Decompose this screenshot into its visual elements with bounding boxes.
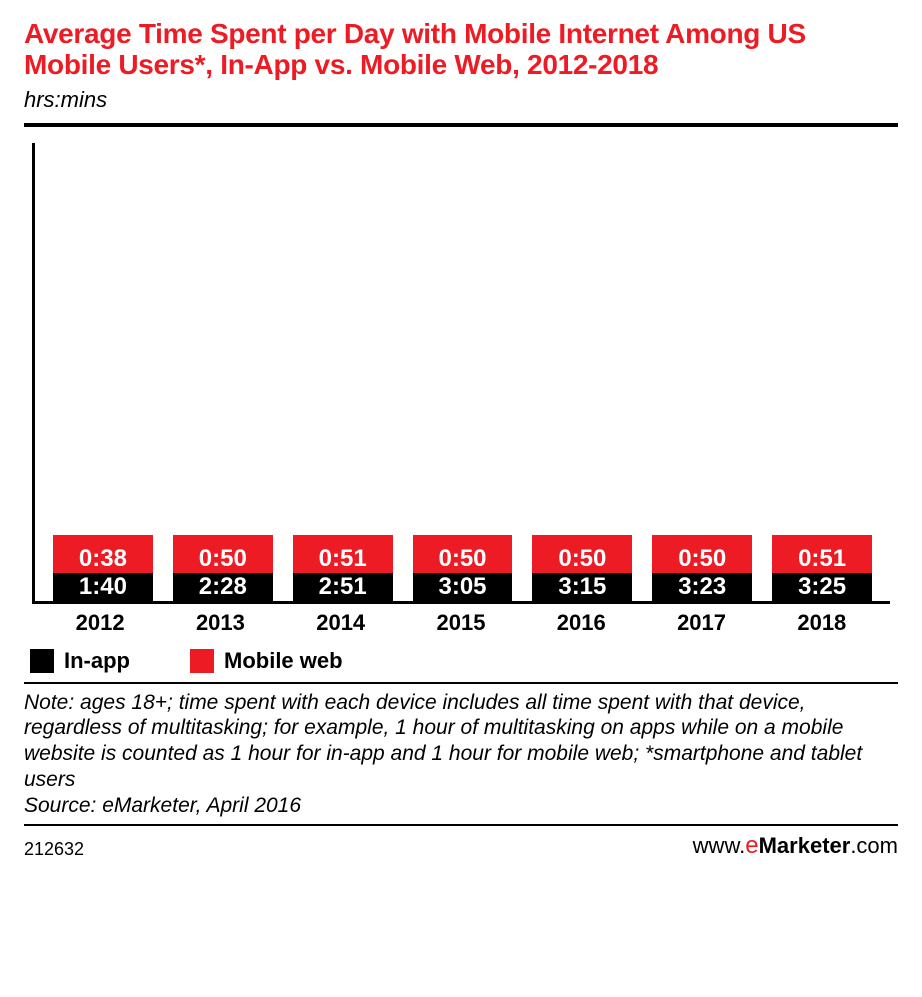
legend-item-in-app: In-app <box>30 648 130 674</box>
x-axis: 2012 2013 2014 2015 2016 2017 2018 <box>32 604 890 638</box>
brand-url: www.eMarketer.com <box>693 832 898 860</box>
bar-2015-mobile-web: 0:50 <box>413 535 513 573</box>
brand-tld: .com <box>850 833 898 859</box>
divider-bottom <box>24 824 898 826</box>
brand-www: www. <box>693 833 746 859</box>
bar-2018-in-app: 3:25 <box>772 573 872 601</box>
legend-label-in-app: In-app <box>64 648 130 674</box>
bar-2016-mobile-web: 0:50 <box>532 535 632 573</box>
xlabel-2016: 2016 <box>531 604 631 638</box>
bar-2015-in-app: 3:05 <box>413 573 513 601</box>
bar-2012: 0:381:40 <box>53 535 153 601</box>
figure-id: 212632 <box>24 839 84 860</box>
source-text: Source: eMarketer, April 2016 <box>24 794 898 818</box>
bar-2012-in-app: 1:40 <box>53 573 153 601</box>
divider-top <box>24 123 898 127</box>
brand-name: Marketer <box>759 833 851 859</box>
bar-2018-mobile-web: 0:51 <box>772 535 872 573</box>
legend-item-mobile-web: Mobile web <box>190 648 343 674</box>
xlabel-2017: 2017 <box>651 604 751 638</box>
note-text: Note: ages 18+; time spent with each dev… <box>24 690 898 792</box>
bar-2014-in-app: 2:51 <box>293 573 393 601</box>
xlabel-2018: 2018 <box>772 604 872 638</box>
bar-2013-in-app: 2:28 <box>173 573 273 601</box>
brand-e: e <box>745 832 758 860</box>
bar-2016: 0:503:15 <box>532 535 632 601</box>
divider-mid <box>24 682 898 684</box>
xlabel-2012: 2012 <box>50 604 150 638</box>
bar-2015: 0:503:05 <box>413 535 513 601</box>
bar-2013: 0:502:28 <box>173 535 273 601</box>
plot-area: 0:381:400:502:280:512:510:503:050:503:15… <box>32 143 890 604</box>
legend-swatch-in-app <box>30 649 54 673</box>
legend: In-app Mobile web <box>30 648 898 674</box>
bar-2016-in-app: 3:15 <box>532 573 632 601</box>
legend-swatch-mobile-web <box>190 649 214 673</box>
bar-2017: 0:503:23 <box>652 535 752 601</box>
bar-2017-in-app: 3:23 <box>652 573 752 601</box>
bar-2017-mobile-web: 0:50 <box>652 535 752 573</box>
chart-subtitle: hrs:mins <box>24 87 898 113</box>
bar-2012-mobile-web: 0:38 <box>53 535 153 573</box>
bar-2014-mobile-web: 0:51 <box>293 535 393 573</box>
xlabel-2014: 2014 <box>291 604 391 638</box>
xlabel-2015: 2015 <box>411 604 511 638</box>
stacked-bar-chart: 0:381:400:502:280:512:510:503:050:503:15… <box>24 143 898 638</box>
footer: 212632 www.eMarketer.com <box>24 832 898 860</box>
chart-title: Average Time Spent per Day with Mobile I… <box>24 18 898 81</box>
bar-2014: 0:512:51 <box>293 535 393 601</box>
xlabel-2013: 2013 <box>170 604 270 638</box>
bars-container: 0:381:400:502:280:512:510:503:050:503:15… <box>35 143 890 601</box>
bar-2018: 0:513:25 <box>772 535 872 601</box>
legend-label-mobile-web: Mobile web <box>224 648 343 674</box>
bar-2013-mobile-web: 0:50 <box>173 535 273 573</box>
